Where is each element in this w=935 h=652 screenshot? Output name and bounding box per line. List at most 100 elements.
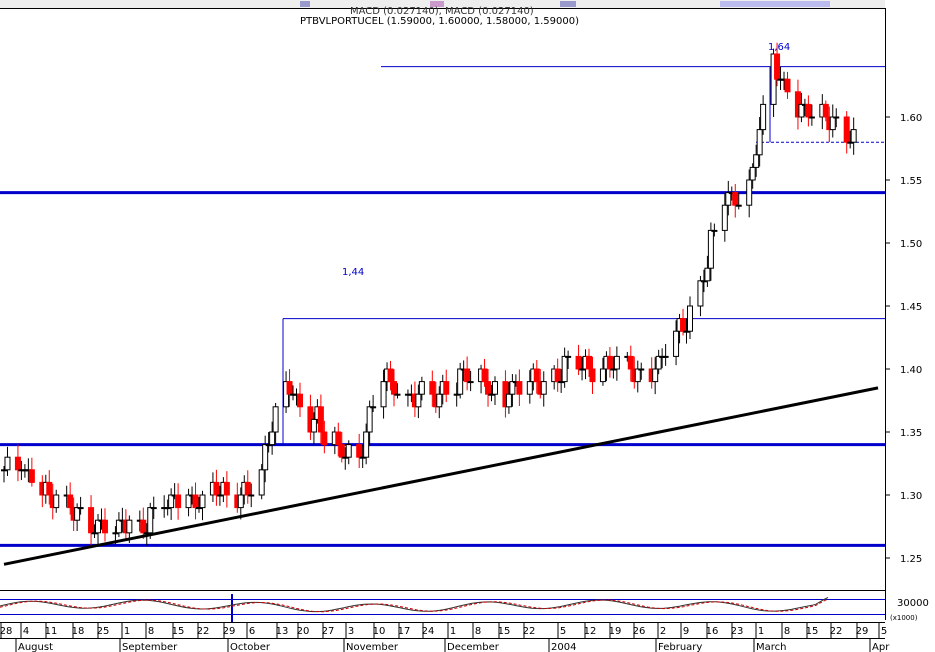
y-tick-label: 1.60 <box>900 113 922 124</box>
candle-body <box>683 330 690 333</box>
candle-body <box>808 116 815 119</box>
candle-body <box>237 494 244 509</box>
candle-body <box>216 494 223 497</box>
candle-body <box>805 103 812 118</box>
x-month-label: November <box>346 642 399 652</box>
candle-body <box>586 355 593 370</box>
resistance-annotation: 1,44 <box>342 267 364 278</box>
candle-body <box>140 519 147 534</box>
x-day-label: 9 <box>683 626 689 637</box>
candle-body <box>67 494 74 509</box>
x-day-label: 1 <box>758 626 764 637</box>
candle-body <box>565 355 572 358</box>
candle-body <box>286 381 293 395</box>
candle-body <box>822 103 829 118</box>
candle-body <box>4 456 11 471</box>
x-day-label: 8 <box>784 626 790 637</box>
candle-body <box>101 519 108 534</box>
candle-body <box>652 368 659 383</box>
x-day-label: 4 <box>23 626 29 637</box>
candle-body <box>721 204 728 231</box>
macd-panel: 30000 (x1000) <box>0 590 929 622</box>
candle-body <box>387 368 394 383</box>
x-day-label: 15 <box>498 626 511 637</box>
x-day-ticks: 28 4 11 18 25 1 8 15 22 29 6 13 20 27 3 10 17 24 1 8 15 22 5 12… <box>0 622 887 638</box>
candle-body <box>488 393 495 396</box>
x-day-label: 23 <box>731 626 744 637</box>
candle-body <box>262 444 269 471</box>
candle-body <box>533 368 540 383</box>
x-day-label: 22 <box>197 626 210 637</box>
candle-body <box>634 368 641 383</box>
candle-body <box>704 267 711 282</box>
candle-body <box>14 456 21 471</box>
candle-body <box>610 368 617 371</box>
x-month-label: February <box>658 642 702 652</box>
y-tick-label: 1.25 <box>900 554 922 565</box>
x-day-label: 25 <box>97 626 110 637</box>
candle-body <box>485 381 492 395</box>
x-day-label: 5 <box>881 626 887 637</box>
candle-body <box>784 78 791 93</box>
y-axis-ticks: 1.25 1.30 1.35 1.40 1.45 1.50 1.55 1.60 <box>885 113 922 565</box>
candle-body <box>126 519 133 534</box>
candle-body <box>415 393 422 408</box>
x-day-label: 5 <box>560 626 566 637</box>
candle-body <box>526 381 533 395</box>
x-month-label: September <box>122 642 178 652</box>
candle-body <box>686 305 693 332</box>
y-tick-label: 1.30 <box>900 491 922 502</box>
candle-body <box>453 393 460 396</box>
x-month-label: 2004 <box>551 642 576 652</box>
candle-body <box>613 355 620 370</box>
candle-body <box>481 368 488 383</box>
x-day-label: 24 <box>422 626 435 637</box>
candles <box>1 42 857 546</box>
x-month-label: March <box>756 642 786 652</box>
candle-body <box>28 469 35 483</box>
candle-body <box>599 368 606 383</box>
candle-body <box>457 368 464 395</box>
candle-body <box>213 481 220 496</box>
macd-line <box>0 596 829 613</box>
candle-body <box>46 481 53 496</box>
candle-body <box>579 368 586 371</box>
y-tick-label: 1.40 <box>900 365 922 376</box>
candle-body <box>335 431 342 446</box>
candle-body <box>338 444 345 458</box>
y-tick-label: 1.45 <box>900 302 922 313</box>
x-day-label: 22 <box>830 626 843 637</box>
candle-body <box>321 431 328 446</box>
x-month-labels: August September October November December 20… <box>15 638 890 652</box>
candle-body <box>168 494 175 509</box>
candle-body <box>380 381 387 408</box>
series-label: PTBVLPORTUCEL (1.59000, 1.60000, 1.58000… <box>300 16 579 27</box>
candle-body <box>391 381 398 395</box>
y-tick-label: 1.35 <box>900 428 922 439</box>
candle-body <box>223 481 230 496</box>
candle-body <box>269 431 276 446</box>
x-day-label: 15 <box>172 626 185 637</box>
indicator-label: MACD (0.027140), MACD (0.027140) <box>350 6 534 17</box>
candle-body <box>317 406 324 433</box>
x-day-label: 29 <box>856 626 869 637</box>
x-day-label: 16 <box>706 626 719 637</box>
candle-body <box>370 406 377 409</box>
high-annotation: 1,64 <box>768 42 790 53</box>
candle-body <box>627 355 634 370</box>
candle-body <box>196 507 203 510</box>
candle-body <box>746 179 753 206</box>
candle-body <box>833 116 840 119</box>
candle-body <box>707 229 714 269</box>
x-day-label: 2 <box>660 626 666 637</box>
candle-body <box>244 481 251 496</box>
macd-scale-label: 30000 <box>897 598 929 609</box>
candle-body <box>265 444 272 447</box>
candle-body <box>345 444 352 458</box>
x-day-label: 8 <box>475 626 481 637</box>
y-tick-label: 1.50 <box>900 239 922 250</box>
x-day-label: 12 <box>584 626 597 637</box>
candle-body <box>185 494 192 509</box>
